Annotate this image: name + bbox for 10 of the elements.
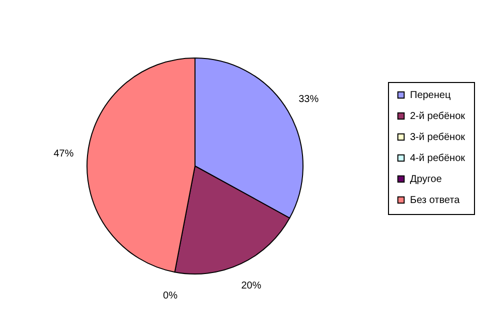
- legend-label: 4-й ребёнок: [410, 153, 466, 164]
- legend-label: 2-й ребёнок: [410, 111, 466, 122]
- data-label: 20%: [241, 280, 262, 292]
- legend-label: 3-й ребёнок: [410, 132, 466, 143]
- data-label: 47%: [54, 148, 74, 160]
- data-label: 33%: [298, 94, 319, 105]
- text: 0%: [163, 290, 178, 302]
- legend-label: Перенец: [410, 90, 451, 101]
- legend-label: Без ответа: [410, 195, 460, 206]
- legend-label: Другое: [410, 174, 442, 185]
